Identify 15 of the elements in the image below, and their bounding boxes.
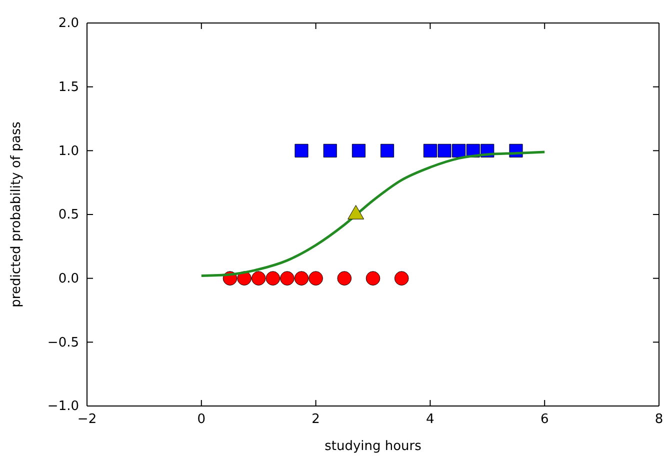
y-axis-title: predicted probability of pass [9,121,24,308]
y-tick-label: 2.0 [58,16,79,32]
x-tick-label: 0 [197,412,206,428]
y-tick-label: −1.0 [47,399,79,414]
x-tick-label: 8 [654,412,664,428]
y-tick-label: −0.5 [47,335,79,350]
x-tick-label: 4 [426,412,434,428]
y-tick-label: 1.5 [58,80,79,95]
y-tick-label: 1.0 [58,144,79,159]
x-axis-title: studying hours [324,439,422,454]
x-tick-label: 6 [540,412,549,428]
y-tick-label: 0.5 [58,208,79,223]
y-tick-label: 0.0 [58,271,79,286]
x-tick-label: −2 [77,412,97,428]
x-tick-label: 2 [312,412,320,428]
